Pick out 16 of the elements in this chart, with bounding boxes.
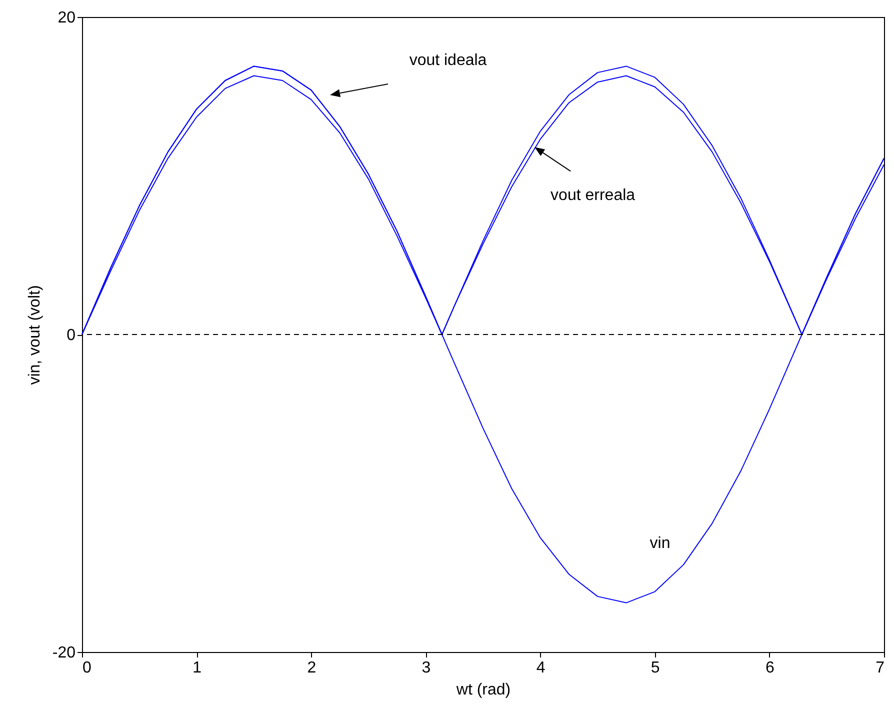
- x-tick-label: 5: [650, 660, 660, 676]
- x-tick-label: 0: [82, 660, 92, 676]
- y-tick-label: -20: [52, 644, 76, 662]
- x-tick-label: 2: [307, 660, 316, 676]
- x-tick-label: 7: [876, 660, 885, 676]
- y-axis-title: vin, vout (volt): [26, 285, 44, 385]
- x-tick-label: 4: [536, 660, 546, 676]
- y-tick-label: 0: [66, 327, 76, 344]
- annotation: vout erreala: [550, 187, 636, 204]
- x-tick-label: 1: [192, 660, 202, 676]
- x-axis-title: wt (rad): [455, 682, 511, 698]
- annotation: vin: [650, 535, 670, 552]
- annotation: vout ideala: [409, 52, 487, 69]
- x-tick-label: 3: [422, 660, 431, 676]
- x-tick-label: 6: [765, 660, 774, 676]
- y-tick-label: 20: [58, 10, 76, 26]
